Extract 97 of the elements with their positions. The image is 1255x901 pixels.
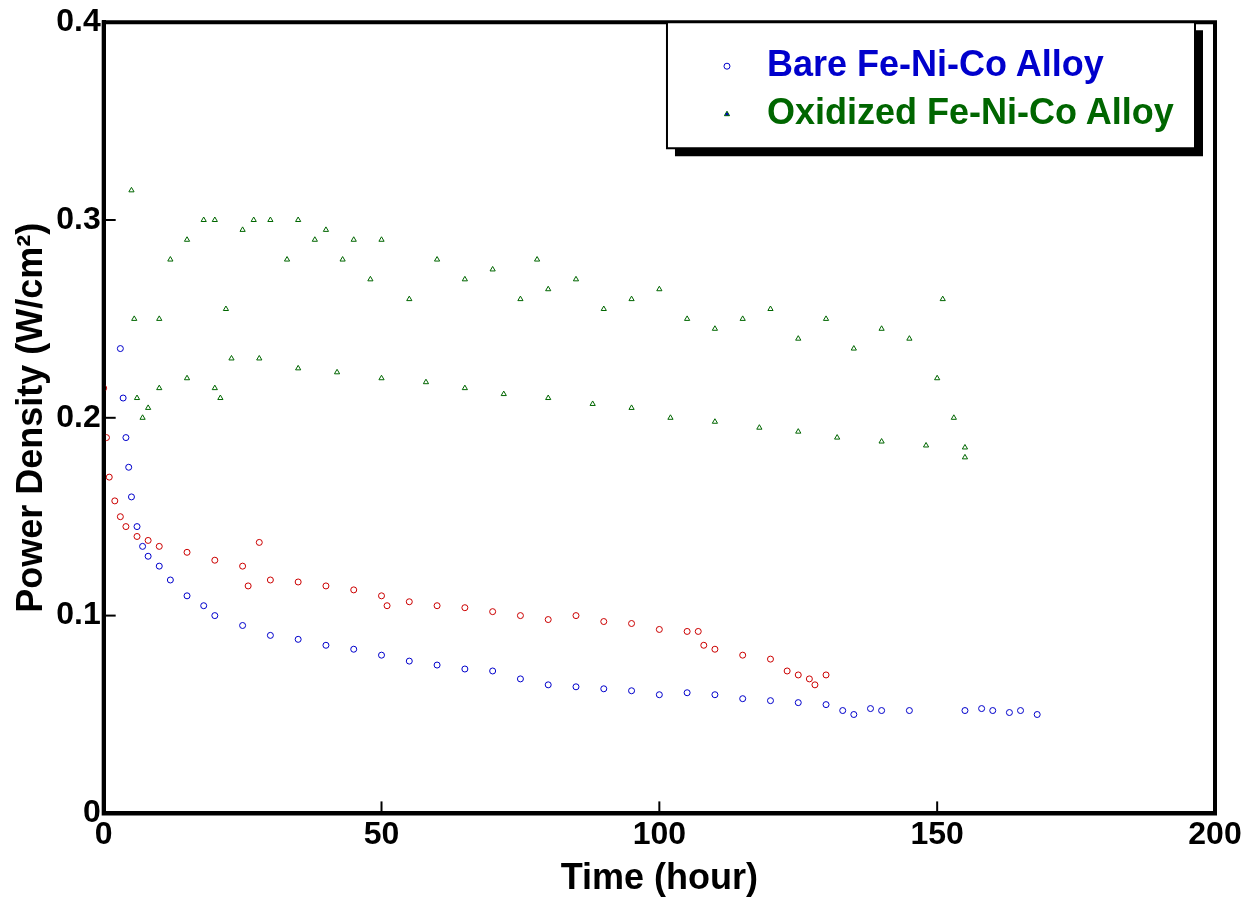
point [266, 631, 274, 639]
point [739, 695, 747, 703]
point [600, 618, 608, 626]
point [266, 576, 274, 584]
point [133, 523, 141, 531]
point [133, 532, 141, 540]
legend-label: Bare Fe-Ni-Co Alloy [766, 43, 1104, 85]
point [294, 635, 302, 643]
point [600, 685, 608, 693]
point [111, 497, 119, 505]
x-tick-label: 150 [910, 815, 964, 852]
point [461, 604, 469, 612]
point [878, 707, 886, 715]
point [572, 683, 580, 691]
point [866, 705, 874, 713]
point [694, 627, 702, 635]
point [294, 578, 302, 586]
point [961, 707, 969, 715]
point [489, 667, 497, 675]
point [628, 687, 636, 695]
point [211, 556, 219, 564]
point [572, 612, 580, 620]
point [116, 513, 124, 521]
point [1005, 709, 1013, 717]
point [655, 691, 663, 699]
point [700, 641, 708, 649]
point [461, 665, 469, 673]
point [378, 592, 386, 600]
y-tick-label: 0.3 [56, 199, 101, 236]
point [628, 620, 636, 628]
point [322, 582, 330, 590]
point [1017, 707, 1025, 715]
point [516, 612, 524, 620]
point [119, 394, 127, 402]
point [383, 602, 391, 610]
point [239, 621, 247, 629]
point [211, 612, 219, 620]
point [405, 598, 413, 606]
point [811, 681, 819, 689]
point [839, 707, 847, 715]
point [711, 691, 719, 699]
point [144, 552, 152, 560]
point [378, 651, 386, 659]
x-tick-label: 50 [363, 815, 400, 852]
point [822, 671, 830, 679]
point [978, 705, 986, 713]
point [122, 434, 130, 442]
point [805, 675, 813, 683]
point [322, 641, 330, 649]
x-axis-title: Time (hour) [560, 856, 759, 898]
point [711, 645, 719, 653]
point [489, 608, 497, 616]
point [125, 463, 133, 471]
point [139, 542, 147, 550]
point [794, 699, 802, 707]
point [200, 602, 208, 610]
point [183, 548, 191, 556]
point [822, 701, 830, 709]
point [766, 655, 774, 663]
point [683, 689, 691, 697]
point [350, 645, 358, 653]
point [155, 562, 163, 570]
point [739, 651, 747, 659]
point [105, 473, 113, 481]
x-tick-label: 100 [632, 815, 687, 852]
point [244, 582, 252, 590]
point [655, 625, 663, 633]
point [516, 675, 524, 683]
point [544, 616, 552, 624]
point [794, 671, 802, 679]
point [905, 707, 913, 715]
y-tick-label: 0.4 [56, 2, 101, 39]
legend-label: Oxidized Fe-Ni-Co Alloy [766, 91, 1174, 133]
point [183, 592, 191, 600]
point [405, 657, 413, 665]
point [239, 562, 247, 570]
point [116, 345, 124, 353]
point [155, 542, 163, 550]
point [122, 523, 130, 531]
point [350, 586, 358, 594]
point [166, 576, 174, 584]
point [850, 711, 858, 718]
x-tick-label: 200 [1188, 815, 1242, 852]
point [433, 602, 441, 610]
point [1033, 711, 1041, 718]
point [144, 536, 152, 544]
point [433, 661, 441, 669]
point [127, 493, 135, 501]
point [544, 681, 552, 689]
y-axis-title: Power Density (W/cm²) [8, 222, 50, 613]
point [783, 667, 791, 675]
point [255, 538, 263, 546]
point [989, 707, 997, 715]
y-tick-label: 0.1 [56, 595, 101, 632]
point [766, 697, 774, 705]
y-tick-label: 0.2 [56, 397, 101, 434]
point [683, 627, 691, 635]
